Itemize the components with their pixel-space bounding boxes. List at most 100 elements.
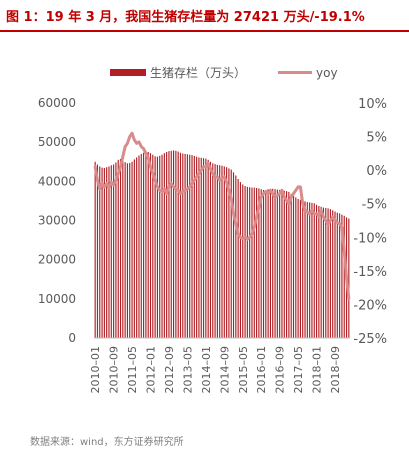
bar bbox=[283, 190, 285, 338]
bar bbox=[306, 202, 308, 338]
bar bbox=[207, 159, 209, 338]
bar bbox=[99, 166, 101, 338]
legend-label-bar: 生猪存栏（万头） bbox=[150, 65, 246, 80]
bar bbox=[186, 154, 188, 338]
x-tick-label: 2010–01 bbox=[89, 346, 102, 394]
chart-legend: 生猪存栏（万头） yoy bbox=[110, 65, 338, 80]
x-tick-label: 2014–01 bbox=[200, 346, 213, 394]
bar bbox=[311, 202, 313, 339]
y-left-tick-label: 40000 bbox=[38, 174, 76, 188]
bar bbox=[133, 159, 135, 338]
y-right-tick-label: -20% bbox=[353, 298, 387, 313]
bar bbox=[299, 199, 301, 338]
bar bbox=[182, 153, 184, 338]
bar bbox=[96, 164, 99, 338]
x-tick-label: 2010–09 bbox=[108, 346, 121, 394]
bar bbox=[226, 167, 228, 338]
y-right-tick-label: 10% bbox=[358, 97, 387, 112]
bar bbox=[131, 161, 133, 338]
y-right-tick-label: 0% bbox=[366, 164, 387, 179]
bar bbox=[191, 155, 193, 338]
y-right-tick-label: -25% bbox=[353, 332, 387, 347]
bar bbox=[159, 155, 161, 339]
x-tick-label: 2012–01 bbox=[145, 346, 158, 394]
x-axis: 2010–01 2010–09 2011–05 2012–01 2012–09 2013–… bbox=[89, 346, 342, 394]
bar bbox=[136, 157, 138, 338]
y-left-tick-label: 10000 bbox=[38, 292, 76, 306]
bar bbox=[228, 168, 230, 338]
bar bbox=[126, 163, 129, 338]
bar bbox=[122, 160, 124, 338]
bar bbox=[325, 207, 327, 338]
bar bbox=[237, 178, 239, 338]
bar bbox=[348, 218, 350, 338]
bar bbox=[172, 150, 175, 338]
bar bbox=[223, 166, 225, 338]
bar bbox=[103, 168, 105, 338]
x-tick-label: 2014–09 bbox=[218, 346, 231, 394]
bar bbox=[251, 187, 253, 338]
bar bbox=[119, 159, 122, 338]
title-divider bbox=[0, 30, 409, 32]
bar bbox=[309, 202, 311, 338]
bar bbox=[113, 164, 115, 338]
y-right-tick-label: -5% bbox=[362, 198, 387, 213]
source-note: 数据来源：wind，东方证券研究所 bbox=[30, 437, 184, 448]
bar bbox=[230, 169, 232, 338]
bar bbox=[198, 157, 200, 338]
bar bbox=[249, 187, 251, 338]
bar bbox=[101, 167, 103, 339]
bar bbox=[156, 156, 158, 338]
bar bbox=[244, 186, 246, 338]
legend-label-line: yoy bbox=[316, 66, 338, 80]
y-left-tick-label: 30000 bbox=[38, 214, 76, 228]
bar bbox=[336, 212, 338, 338]
bar bbox=[292, 195, 295, 338]
y-left-tick-label: 60000 bbox=[38, 96, 76, 110]
bar bbox=[168, 151, 170, 338]
bar-series bbox=[94, 150, 350, 339]
bar bbox=[315, 204, 318, 338]
bar bbox=[163, 153, 165, 338]
bar bbox=[320, 206, 322, 338]
x-tick-label: 2012–09 bbox=[163, 346, 176, 394]
bar bbox=[216, 164, 218, 338]
bar bbox=[256, 187, 258, 338]
legend-swatch-bar bbox=[110, 69, 146, 76]
bar bbox=[221, 165, 223, 338]
bar bbox=[145, 152, 147, 338]
bar bbox=[265, 189, 267, 338]
bar bbox=[209, 161, 212, 338]
bar bbox=[124, 162, 126, 338]
bar bbox=[214, 164, 216, 338]
bar bbox=[258, 188, 260, 338]
bar bbox=[149, 153, 152, 338]
bar bbox=[232, 172, 235, 338]
bar bbox=[260, 189, 262, 338]
chart-title: 图 1：19 年 3 月，我国生猪存栏量为 27421 万头/-19.1% bbox=[6, 10, 365, 25]
bar bbox=[343, 215, 345, 338]
bar bbox=[246, 186, 248, 338]
bar bbox=[108, 166, 110, 338]
bar bbox=[200, 157, 202, 338]
bar bbox=[235, 175, 237, 338]
bar bbox=[193, 155, 195, 339]
y-left-tick-label: 50000 bbox=[38, 135, 76, 149]
y-right-tick-label: 5% bbox=[366, 131, 387, 146]
bar bbox=[205, 158, 207, 338]
bar bbox=[290, 193, 292, 338]
bar bbox=[332, 210, 334, 338]
bar bbox=[212, 163, 214, 338]
yoy-line-series bbox=[93, 131, 351, 300]
x-tick-label: 2013–05 bbox=[181, 346, 194, 394]
bar bbox=[286, 191, 288, 339]
x-tick-label: 2018–01 bbox=[311, 346, 324, 394]
bar bbox=[329, 209, 331, 338]
bar bbox=[110, 165, 112, 338]
bar bbox=[318, 206, 320, 338]
bar bbox=[196, 156, 198, 338]
bar bbox=[138, 155, 140, 338]
bar bbox=[279, 189, 281, 338]
bar bbox=[272, 188, 274, 338]
bar bbox=[170, 150, 172, 338]
